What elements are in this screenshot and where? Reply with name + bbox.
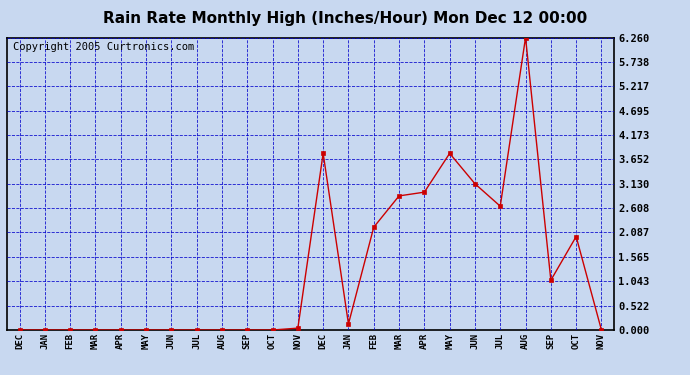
- Text: Copyright 2005 Curtronics.com: Copyright 2005 Curtronics.com: [13, 42, 194, 52]
- Text: Rain Rate Monthly High (Inches/Hour) Mon Dec 12 00:00: Rain Rate Monthly High (Inches/Hour) Mon…: [103, 11, 587, 26]
